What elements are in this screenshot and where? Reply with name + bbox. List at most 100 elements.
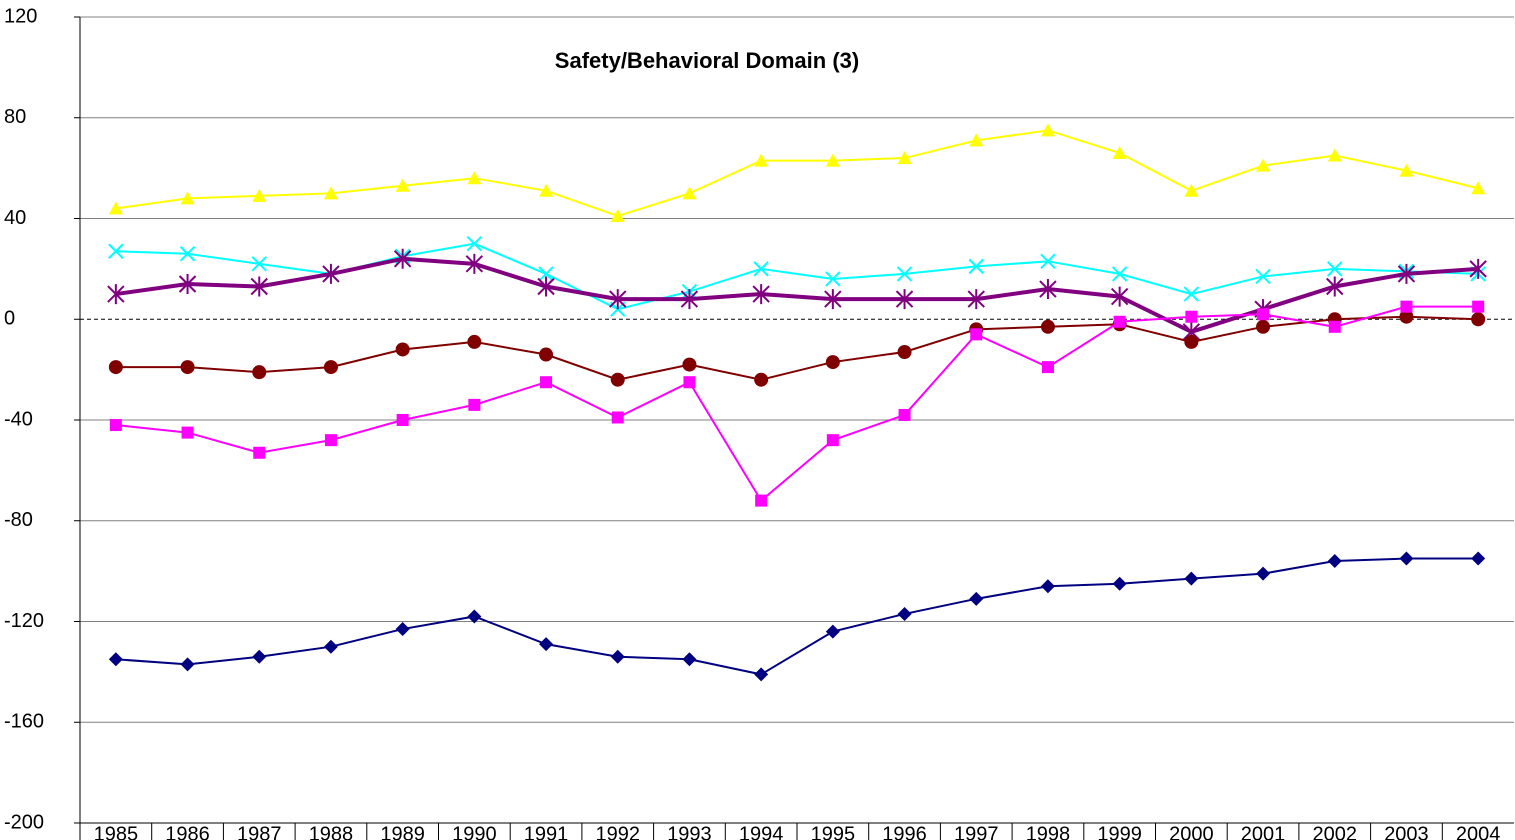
marker: [1112, 146, 1127, 160]
marker: [1110, 286, 1129, 307]
series-line: [115, 305, 1479, 503]
marker: [108, 360, 123, 375]
marker: [969, 591, 984, 606]
x-tick-label: 1988: [309, 823, 354, 840]
y-tick-label: -40: [4, 408, 33, 430]
series-line: [115, 256, 1479, 334]
marker: [970, 328, 983, 341]
marker: [754, 153, 769, 167]
marker: [1111, 266, 1128, 282]
marker: [108, 243, 124, 259]
x-tick-label: 2001: [1241, 823, 1286, 840]
marker: [1399, 309, 1414, 324]
marker: [611, 411, 624, 424]
marker: [1040, 253, 1056, 270]
marker: [898, 408, 911, 421]
marker: [324, 434, 337, 447]
marker: [1041, 361, 1054, 374]
marker: [1397, 263, 1416, 284]
marker: [465, 253, 484, 274]
marker: [968, 258, 984, 275]
marker: [1255, 268, 1271, 285]
marker: [825, 271, 841, 287]
y-tick-label: -80: [4, 509, 33, 531]
x-tick-label: 2004: [1456, 823, 1501, 840]
marker: [1039, 279, 1057, 300]
marker: [1184, 334, 1199, 349]
x-tick-label: 1990: [452, 823, 497, 840]
marker: [1113, 315, 1126, 328]
marker: [180, 657, 195, 672]
x-tick-label: 1994: [739, 823, 784, 840]
marker: [109, 419, 122, 432]
marker: [1040, 319, 1055, 334]
marker: [969, 133, 984, 147]
marker: [1328, 320, 1341, 333]
marker: [897, 151, 912, 165]
marker: [755, 494, 768, 507]
marker: [108, 652, 123, 667]
marker: [897, 344, 912, 359]
marker: [753, 261, 769, 277]
marker: [680, 289, 699, 310]
marker: [252, 365, 267, 380]
x-tick-label: 1992: [596, 823, 641, 840]
series-line: [115, 557, 1479, 676]
marker: [178, 273, 197, 294]
marker: [538, 266, 554, 282]
marker: [1040, 579, 1055, 594]
marker: [1471, 181, 1486, 195]
marker: [180, 191, 195, 205]
marker: [107, 284, 125, 305]
x-tick-label: 1995: [811, 823, 856, 840]
chart-title: Safety/Behavioral Domain (3): [555, 48, 859, 73]
marker: [897, 606, 912, 621]
marker: [466, 235, 483, 252]
x-tick-label: 2000: [1169, 823, 1214, 840]
marker: [252, 188, 267, 202]
marker: [1399, 163, 1414, 177]
x-tick-label: 1989: [380, 823, 425, 840]
marker: [467, 334, 482, 349]
marker: [682, 652, 697, 667]
marker: [610, 208, 625, 222]
marker: [1256, 158, 1271, 172]
series-line: [115, 315, 1479, 381]
marker: [1256, 319, 1271, 334]
marker: [396, 414, 409, 426]
marker: [1257, 308, 1270, 321]
marker: [610, 649, 625, 664]
marker: [825, 153, 840, 167]
marker: [540, 376, 553, 389]
marker: [1469, 258, 1487, 279]
marker: [754, 667, 769, 682]
marker: [395, 178, 410, 192]
marker: [683, 376, 696, 389]
marker: [393, 248, 412, 269]
y-tick-label: -160: [4, 711, 44, 733]
marker: [752, 284, 770, 305]
marker: [252, 649, 267, 664]
marker: [537, 276, 555, 297]
marker: [1185, 310, 1198, 323]
marker: [1184, 183, 1199, 197]
marker: [896, 266, 913, 282]
y-tick-label: 40: [4, 207, 26, 229]
marker: [468, 398, 481, 411]
x-tick-label: 1997: [954, 823, 999, 840]
marker: [467, 171, 482, 185]
marker: [395, 622, 410, 637]
x-tick-label: 1985: [94, 823, 139, 840]
y-tick-label: -200: [4, 811, 44, 833]
y-tick-label: 120: [4, 5, 37, 27]
marker: [1471, 312, 1486, 327]
marker: [539, 637, 554, 652]
marker: [250, 276, 268, 297]
marker: [1471, 551, 1486, 566]
x-tick-label: 1999: [1097, 823, 1142, 840]
marker: [467, 609, 482, 624]
marker: [754, 372, 769, 387]
marker: [1472, 300, 1485, 313]
marker: [895, 289, 914, 310]
